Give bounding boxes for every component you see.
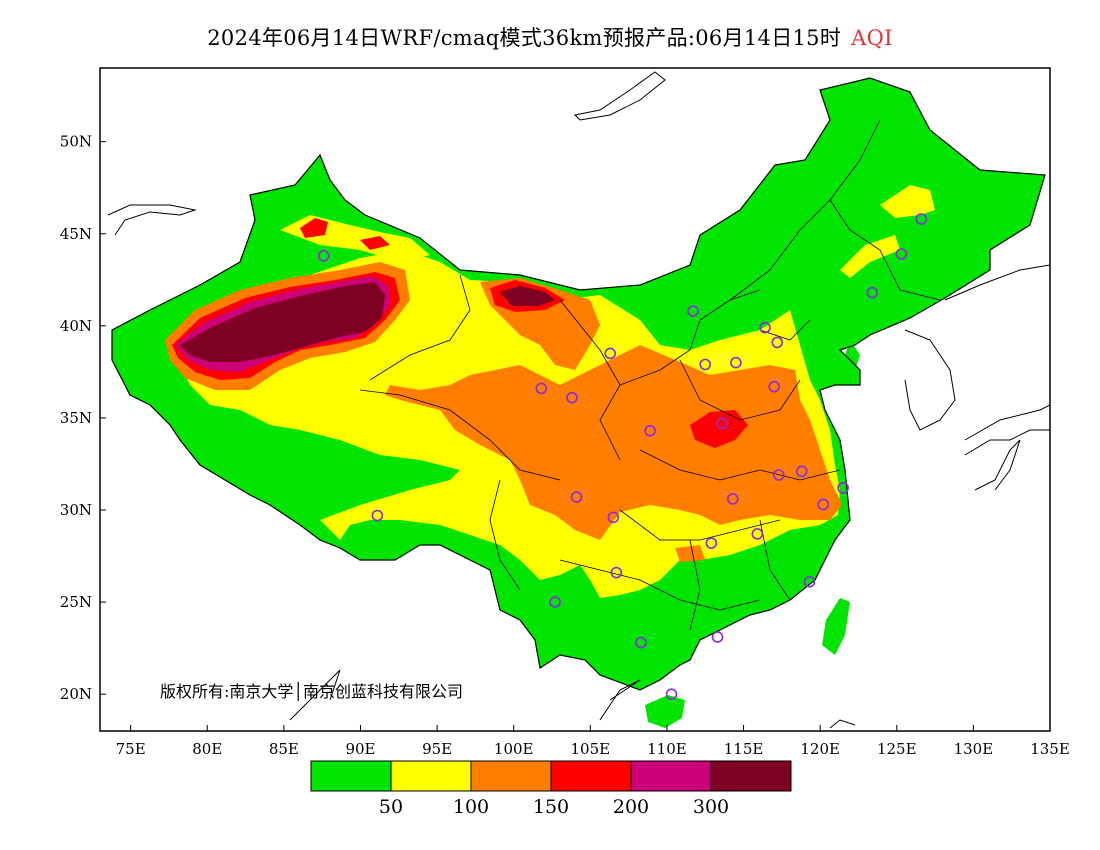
station-marker bbox=[566, 391, 578, 404]
station-marker bbox=[727, 493, 739, 505]
station-marker bbox=[730, 356, 742, 369]
map-content bbox=[107, 71, 1050, 729]
zone-orange-patch bbox=[675, 545, 705, 562]
colorbar-swatch bbox=[310, 760, 392, 792]
zone-red-west bbox=[300, 218, 328, 238]
title-tag: AQI bbox=[851, 26, 893, 50]
zone-red-west2 bbox=[360, 236, 390, 250]
lon-tick-label: 120E bbox=[800, 740, 840, 758]
colorbar-swatch bbox=[630, 760, 712, 792]
coastlines bbox=[107, 71, 1050, 729]
zone-yellow-northeast-2 bbox=[840, 235, 900, 278]
lon-tick-label: 115E bbox=[724, 740, 764, 758]
station-marker bbox=[772, 469, 785, 481]
colorbar-swatch bbox=[390, 760, 472, 792]
colorbar-swatch bbox=[470, 760, 552, 792]
lat-tick-label: 25N bbox=[60, 593, 92, 611]
station-marker bbox=[317, 250, 330, 262]
station-marker bbox=[705, 537, 718, 549]
station-marker bbox=[687, 305, 699, 317]
lon-tick-label: 135E bbox=[1030, 740, 1070, 758]
station-marker bbox=[915, 213, 928, 225]
station-marker bbox=[635, 636, 647, 649]
lat-tick-label: 30N bbox=[60, 501, 92, 519]
lon-tick-label: 95E bbox=[422, 740, 452, 758]
station-marker bbox=[535, 382, 548, 395]
station-marker bbox=[699, 358, 712, 371]
colorbar-label: 300 bbox=[693, 796, 729, 818]
station-marker bbox=[711, 631, 724, 643]
lat-tick-label: 40N bbox=[60, 317, 92, 335]
station-marker bbox=[570, 491, 583, 503]
station-marker bbox=[817, 498, 830, 511]
copyright-text: 版权所有:南京大学│南京创蓝科技有限公司 bbox=[160, 681, 463, 701]
station-marker bbox=[716, 417, 728, 430]
station-marker bbox=[644, 425, 656, 437]
station-marker bbox=[771, 336, 784, 349]
lon-tick-label: 110E bbox=[647, 740, 687, 758]
colorbar-label: 50 bbox=[379, 796, 403, 818]
colorbar-swatch bbox=[710, 760, 792, 792]
lon-tick-label: 80E bbox=[192, 740, 222, 758]
province-boundaries bbox=[359, 119, 941, 631]
axis-ticks: 75E 80E 85E 90E 95E 100E 105E 110E 115E 120E 125E 1… bbox=[60, 133, 1070, 758]
lat-tick-label: 35N bbox=[60, 409, 92, 427]
station-marker bbox=[665, 688, 678, 700]
station-marker bbox=[604, 347, 617, 360]
hainan-island bbox=[645, 695, 685, 728]
lon-tick-label: 75E bbox=[116, 740, 146, 758]
map-title: 2024年06月14日WRF/cmaq模式36km预报产品:06月14日15时 A… bbox=[0, 22, 1100, 52]
plot-frame bbox=[99, 67, 1051, 732]
colorbar: 50 100 150 200 300 bbox=[310, 760, 792, 818]
monitoring-stations bbox=[317, 213, 928, 700]
station-marker bbox=[607, 511, 620, 524]
zone-yellow-northeast bbox=[880, 185, 935, 218]
zone-orange-central bbox=[385, 345, 842, 540]
lon-tick-label: 130E bbox=[954, 740, 994, 758]
lat-tick-label: 50N bbox=[60, 133, 92, 151]
zone-red-henan bbox=[690, 410, 748, 448]
zone-maroon-north bbox=[500, 286, 555, 306]
lat-tick-label: 20N bbox=[60, 685, 92, 703]
station-marker bbox=[549, 596, 561, 608]
station-marker bbox=[803, 576, 816, 588]
lon-tick-label: 85E bbox=[269, 740, 299, 758]
station-marker bbox=[759, 321, 771, 334]
colorbar-label: 150 bbox=[533, 796, 569, 818]
station-marker bbox=[751, 528, 764, 540]
station-marker bbox=[768, 380, 780, 393]
station-marker bbox=[895, 248, 908, 260]
title-text: 2024年06月14日WRF/cmaq模式36km预报产品:06月14日15时 bbox=[207, 26, 842, 50]
lat-tick-label: 45N bbox=[60, 225, 92, 243]
station-marker bbox=[795, 465, 808, 478]
colorbar-label: 100 bbox=[453, 796, 489, 818]
colorbar-label: 200 bbox=[613, 796, 649, 818]
station-marker bbox=[371, 509, 384, 522]
lon-tick-label: 125E bbox=[877, 740, 917, 758]
lon-tick-label: 105E bbox=[571, 740, 611, 758]
lon-tick-label: 100E bbox=[494, 740, 534, 758]
china-outline bbox=[111, 77, 1046, 691]
lon-tick-label: 90E bbox=[345, 740, 375, 758]
colorbar-swatch bbox=[550, 760, 632, 792]
station-marker bbox=[610, 566, 623, 579]
station-marker bbox=[837, 482, 849, 494]
station-marker bbox=[866, 286, 879, 299]
zone-maroon-taklimakan bbox=[180, 282, 385, 362]
taiwan-island bbox=[822, 598, 850, 655]
